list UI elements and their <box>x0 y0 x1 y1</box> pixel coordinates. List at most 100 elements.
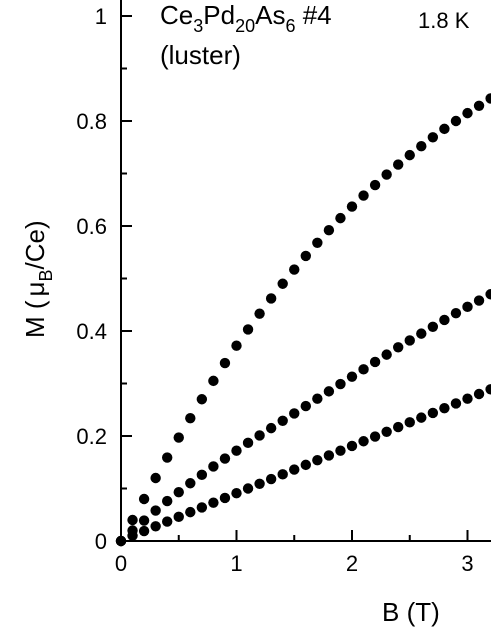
x-tick-label: 1 <box>230 551 242 576</box>
data-point-series-2 <box>138 515 150 526</box>
data-point-series-1 <box>138 493 150 505</box>
data-point-series-3 <box>277 469 288 480</box>
data-point-series-2 <box>439 314 450 326</box>
data-point-series-3 <box>427 407 439 419</box>
y-tick-label: 0.8 <box>76 109 107 134</box>
tick-labels: 0 0.2 0.4 0.6 0.8 1 0 1 2 3 <box>76 4 473 576</box>
data-point-series-3 <box>312 454 323 466</box>
data-point-series-3 <box>162 516 173 527</box>
x-tick-label: 0 <box>115 551 127 576</box>
data-point-series-1 <box>208 375 219 387</box>
data-point-series-1 <box>416 141 427 152</box>
data-point-series-3 <box>335 445 346 456</box>
data-point-series-1 <box>450 115 462 127</box>
data-point-series-1 <box>439 123 450 135</box>
data-point-series-2 <box>381 349 392 360</box>
data-point-series-2 <box>323 386 335 397</box>
formula-part: Pd <box>203 0 235 30</box>
data-point-series-2 <box>300 400 311 412</box>
data-point-series-2 <box>485 289 491 300</box>
data-point-series-2 <box>369 356 381 368</box>
data-point-series-3 <box>300 459 311 471</box>
data-point-series-3 <box>127 530 138 541</box>
y-label-post: /Ce) <box>20 220 50 269</box>
data-point-series-3 <box>231 488 242 499</box>
data-point-series-1 <box>393 159 404 170</box>
data-point-series-3 <box>450 398 462 409</box>
y-label-pre: M ( <box>20 300 50 338</box>
y-tick-label: 1 <box>95 4 107 29</box>
data-point-series-2 <box>289 408 300 419</box>
data-point-series-3 <box>150 521 161 532</box>
data-point-series-3 <box>381 426 392 437</box>
data-point-series-3 <box>219 492 231 504</box>
x-axis-label: B (T) <box>382 597 440 627</box>
formula-part: 6 <box>285 16 295 36</box>
axis-ticks <box>120 15 469 542</box>
data-point-series-1 <box>369 179 381 191</box>
data-point-series-1 <box>265 293 277 304</box>
data-point-series-3 <box>416 412 427 423</box>
data-point-series-2 <box>346 371 358 382</box>
data-point-series-2 <box>427 321 439 332</box>
data-point-series-2 <box>185 478 196 489</box>
x-tick-label: 3 <box>461 551 473 576</box>
data-point-series-1 <box>473 100 485 111</box>
y-tick-label: 0 <box>95 529 107 554</box>
data-point-series-1 <box>173 432 184 443</box>
data-point-series-2 <box>173 486 184 498</box>
data-point-series-2 <box>416 328 427 339</box>
data-point-series-2 <box>208 461 219 472</box>
data-point-series-3 <box>196 502 208 513</box>
data-point-series-1 <box>127 514 138 526</box>
data-point-series-1 <box>312 237 323 248</box>
data-point-series-2 <box>312 393 323 404</box>
data-point-series-1 <box>335 212 346 224</box>
data-point-series-1 <box>381 169 392 180</box>
data-point-series-1 <box>231 340 242 351</box>
data-point-series-2 <box>254 430 265 441</box>
data-point-series-2 <box>462 301 473 313</box>
data-point-series-3 <box>369 431 381 442</box>
data-point-series-1 <box>404 149 415 161</box>
data-point-series-1 <box>185 412 196 424</box>
data-point-series-3 <box>404 417 415 428</box>
data-point-series-3 <box>242 483 254 494</box>
data-point-series-3 <box>138 525 150 537</box>
data-point-series-3 <box>289 464 300 475</box>
data-point-series-2 <box>358 364 369 375</box>
data-point-series-3 <box>254 478 265 489</box>
data-point-series-1 <box>219 357 231 369</box>
data-point-series-2 <box>231 445 242 456</box>
data-point-series-3 <box>393 421 404 433</box>
temperature-label: 1.8 K <box>418 8 470 33</box>
data-point-series-1 <box>485 93 491 104</box>
data-point-series-1 <box>196 394 208 405</box>
sample-formula: Ce3Pd20As6 #4 <box>160 0 332 36</box>
data-point-series-3 <box>185 506 196 518</box>
data-point-series-2 <box>150 505 161 516</box>
y-label-sub: B <box>36 269 56 281</box>
x-tick-label: 2 <box>346 551 358 576</box>
data-point-series-3 <box>439 402 450 414</box>
data-point-series-3 <box>173 511 184 523</box>
data-point-series-1 <box>150 472 161 484</box>
data-point-series-2 <box>196 469 208 481</box>
data-points <box>115 93 491 547</box>
formula-part: 20 <box>235 16 255 36</box>
y-tick-label: 0.2 <box>76 424 107 449</box>
data-point-series-2 <box>393 342 404 353</box>
data-point-series-2 <box>335 378 346 390</box>
data-point-series-3 <box>323 450 335 461</box>
data-point-series-2 <box>404 335 415 346</box>
data-point-series-3 <box>346 440 358 452</box>
data-point-series-2 <box>277 415 288 426</box>
formula-part: As <box>255 0 285 30</box>
data-point-series-2 <box>265 422 277 434</box>
data-point-series-3 <box>462 393 473 404</box>
data-point-series-1 <box>427 132 439 143</box>
data-point-series-1 <box>323 225 335 236</box>
data-point-series-1 <box>358 190 369 201</box>
data-point-series-1 <box>300 250 311 262</box>
